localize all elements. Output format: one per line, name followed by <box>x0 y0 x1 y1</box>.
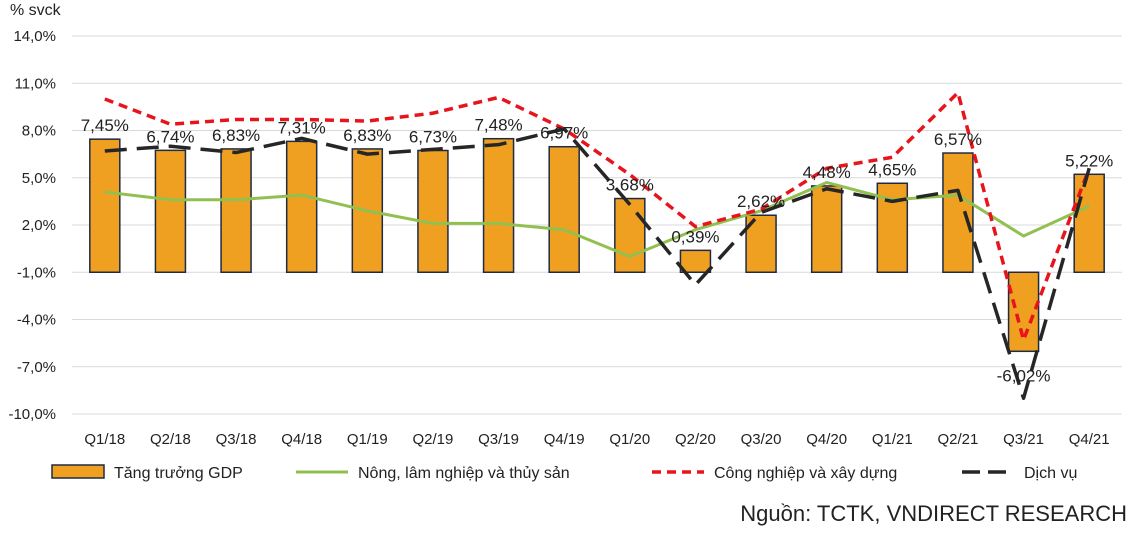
bar-data-label: 7,48% <box>474 116 522 135</box>
bar-data-label: 6,83% <box>343 126 391 145</box>
legend-swatch-gdp <box>51 464 105 479</box>
sector-lines <box>104 90 1091 400</box>
industry-line <box>104 90 1091 342</box>
gdp-bar <box>548 145 580 273</box>
x-tick-label: Q1/21 <box>872 431 913 448</box>
x-tick-label: Q1/20 <box>609 431 650 448</box>
bar-data-label: 3,68% <box>606 176 654 195</box>
y-tick-label: 5,0% <box>22 170 56 187</box>
bar-data-label: 7,31% <box>278 118 326 137</box>
gdp-bar <box>220 148 252 274</box>
legend-label: Tăng trưởng GDP <box>114 465 243 482</box>
bar-data-label: 5,22% <box>1065 151 1113 170</box>
bar-data-label: 4,48% <box>803 163 851 182</box>
bar-data-label: 6,74% <box>146 127 194 146</box>
bar-data-label: 0,39% <box>671 227 719 246</box>
source-note: Nguồn: TCTK, VNDIRECT RESEARCH <box>740 501 1127 526</box>
gdp-bar <box>89 138 121 273</box>
agriculture-line <box>104 180 1090 258</box>
y-tick-label: -4,0% <box>17 312 56 329</box>
y-tick-label: 8,0% <box>22 123 56 140</box>
y-tick-label: 11,0% <box>15 75 56 92</box>
services-line <box>104 127 1091 400</box>
x-tick-label: Q1/19 <box>347 431 388 448</box>
x-tick-label: Q4/21 <box>1069 431 1110 448</box>
gdp-bar <box>679 249 712 273</box>
y-axis-unit-label: % svck <box>10 2 61 19</box>
y-tick-label: 14,0% <box>13 28 56 45</box>
bar-data-label: 7,45% <box>81 116 129 135</box>
x-tick-label: Q3/21 <box>1003 431 1044 448</box>
x-tick-label: Q4/20 <box>806 431 847 448</box>
x-tick-label: Q2/19 <box>413 431 454 448</box>
legend: Tăng trưởng GDP Nông, lâm nghiệp và thủy … <box>51 464 1077 482</box>
gdp-bar <box>614 197 646 273</box>
y-tick-label: -1,0% <box>17 264 56 281</box>
bar-data-label: 6,73% <box>409 128 457 147</box>
gdp-bar <box>1007 271 1040 353</box>
y-tick-label: -10,0% <box>8 406 56 423</box>
x-tick-label: Q2/18 <box>150 431 191 448</box>
bar-data-label: 6,83% <box>212 126 260 145</box>
bar-data-labels: 7,45% 6,74% 6,83% 7,31% 6,83% 6,73% 7,48% 6,97%… <box>81 116 1114 386</box>
x-tick-label: Q4/18 <box>281 431 322 448</box>
bar-data-label: -6,02% <box>997 366 1051 385</box>
gdp-bar <box>810 185 843 273</box>
x-tick-label: Q3/19 <box>478 431 519 448</box>
gdp-bar <box>154 149 187 273</box>
y-tick-label: -7,0% <box>17 359 56 376</box>
x-axis-ticks: Q1/18 Q2/18 Q3/18 Q4/18 Q1/19 Q2/19 Q3/19 Q4/19… <box>84 431 1109 448</box>
legend-label: Nông, lâm nghiệp và thủy sản <box>358 465 570 482</box>
x-tick-label: Q2/20 <box>675 431 716 448</box>
gdp-bar <box>482 137 515 273</box>
gdp-bar <box>942 152 974 274</box>
y-axis-ticks: -10,0% -7,0% -4,0% -1,0% 2,0% 5,0% 8,0% 11,0% 14… <box>8 28 56 423</box>
bar-data-label: 6,97% <box>540 124 588 143</box>
x-tick-label: Q1/18 <box>84 431 125 448</box>
gdp-bar <box>417 149 449 273</box>
y-tick-label: 2,0% <box>22 217 56 234</box>
gdp-bar <box>285 140 318 273</box>
x-tick-label: Q3/18 <box>216 431 257 448</box>
gdp-bar <box>1073 173 1105 273</box>
bar-data-label: 4,65% <box>868 160 916 179</box>
x-tick-label: Q2/21 <box>938 431 979 448</box>
legend-label: Công nghiệp và xây dựng <box>714 465 897 482</box>
bar-data-label: 6,57% <box>934 130 982 149</box>
legend-label: Dịch vụ <box>1024 465 1077 482</box>
bar-data-label: 2,62% <box>737 192 785 211</box>
x-tick-label: Q4/19 <box>544 431 585 448</box>
x-tick-label: Q3/20 <box>741 431 782 448</box>
